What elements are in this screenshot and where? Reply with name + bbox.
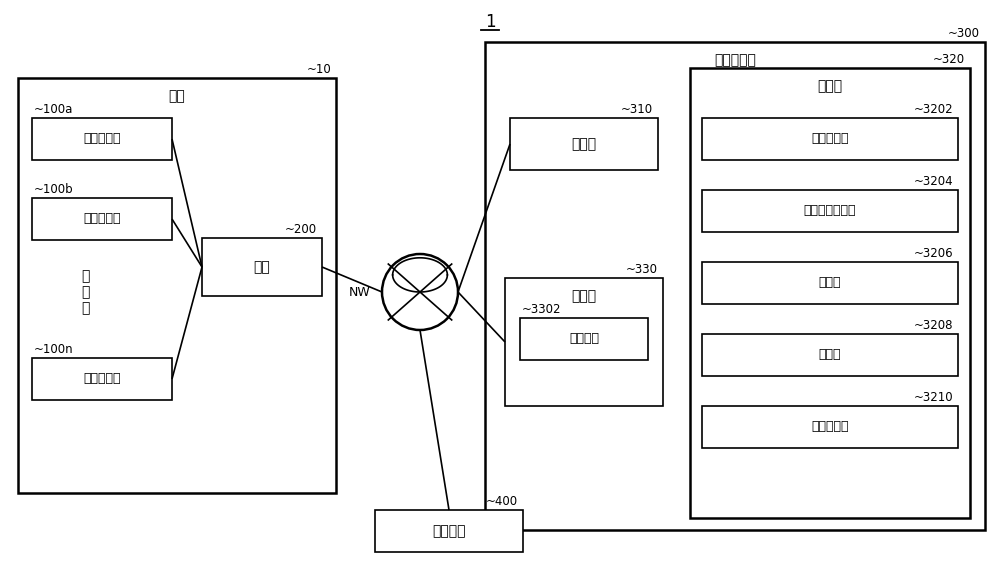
Bar	[505, 278, 663, 406]
Bar	[520, 318, 648, 360]
Text: 设施: 设施	[169, 89, 185, 103]
Bar	[690, 68, 970, 518]
Text: ~310: ~310	[621, 103, 653, 116]
Bar	[702, 262, 958, 304]
Text: 判定部: 判定部	[819, 276, 841, 289]
Text: ~100a: ~100a	[34, 103, 73, 116]
Bar	[375, 510, 523, 552]
Text: 显示装置: 显示装置	[432, 524, 466, 538]
Text: 模型生成部: 模型生成部	[811, 133, 849, 146]
Bar	[18, 78, 336, 493]
Text: 拥挤信息取得部: 拥挤信息取得部	[804, 204, 856, 218]
Bar	[702, 334, 958, 376]
Text: 通信部: 通信部	[571, 137, 597, 151]
Bar	[32, 118, 172, 160]
Circle shape	[382, 254, 458, 330]
Text: ・
・
・: ・ ・ ・	[81, 269, 89, 315]
Text: 服务器装置: 服务器装置	[714, 53, 756, 67]
Bar	[485, 42, 985, 530]
Text: ~200: ~200	[285, 223, 317, 236]
Text: 网关: 网关	[254, 260, 270, 274]
Text: ~10: ~10	[306, 63, 331, 76]
Bar	[32, 358, 172, 400]
Text: ~3208: ~3208	[914, 319, 953, 332]
Text: ~3206: ~3206	[913, 247, 953, 260]
Bar	[702, 406, 958, 448]
Text: 预测模型: 预测模型	[569, 332, 599, 346]
Text: ~100b: ~100b	[34, 183, 74, 196]
Text: ~3204: ~3204	[913, 175, 953, 188]
Bar	[702, 190, 958, 232]
Text: 1: 1	[485, 13, 495, 31]
Text: ~3202: ~3202	[913, 103, 953, 116]
Bar	[202, 238, 322, 296]
Text: 传感器装置: 传感器装置	[83, 373, 121, 386]
Text: 预测部: 预测部	[819, 349, 841, 362]
Text: 传感器装置: 传感器装置	[83, 133, 121, 146]
Bar	[702, 118, 958, 160]
Text: ~300: ~300	[948, 27, 980, 40]
Text: ~330: ~330	[626, 263, 658, 276]
Text: ~3210: ~3210	[913, 391, 953, 404]
Text: 显示处理部: 显示处理部	[811, 420, 849, 434]
Text: NW: NW	[348, 285, 370, 299]
Text: 传感器装置: 传感器装置	[83, 212, 121, 225]
Bar	[32, 198, 172, 240]
Text: 控制部: 控制部	[817, 79, 843, 93]
Text: ~400: ~400	[486, 495, 518, 508]
Text: ~320: ~320	[933, 53, 965, 66]
Text: ~3302: ~3302	[522, 303, 562, 316]
Bar	[510, 118, 658, 170]
Text: 存储部: 存储部	[571, 289, 597, 303]
Text: ~100n: ~100n	[34, 343, 74, 356]
